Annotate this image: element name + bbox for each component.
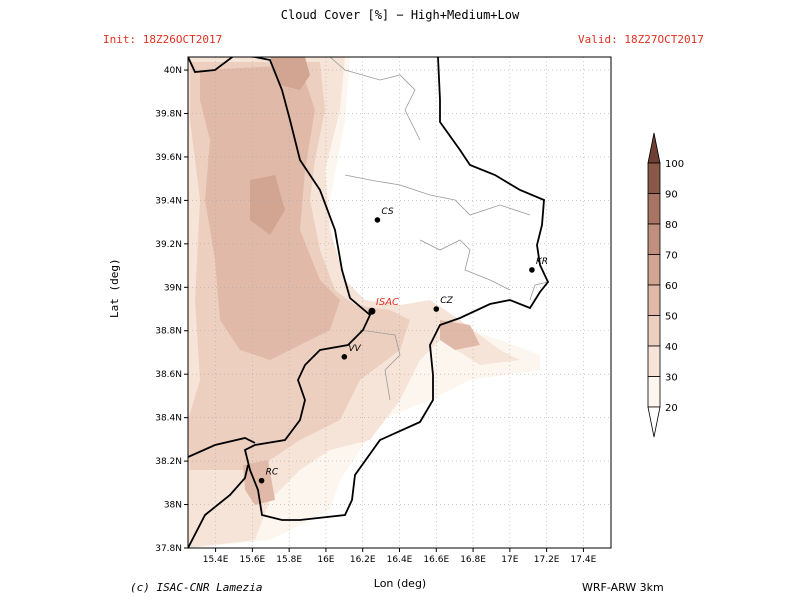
colorbar-label: 50 <box>665 312 678 323</box>
y-tick-label: 39.6N <box>155 153 182 163</box>
colorbar-label: 30 <box>665 373 678 384</box>
x-tick-label: 17.2E <box>534 555 560 565</box>
city-dot <box>368 307 376 315</box>
valid-time: Valid: 18Z27OCT2017 <box>578 33 704 46</box>
credit-text: (c) ISAC-CNR Lamezia <box>130 581 263 594</box>
colorbar-segment <box>647 315 661 347</box>
city-dot <box>529 267 535 273</box>
y-tick-label: 38N <box>164 501 182 511</box>
y-tick-label: 38.8N <box>155 327 182 337</box>
coastline <box>188 57 550 548</box>
y-tick-label: 39.2N <box>155 240 182 250</box>
y-tick-label: 39.8N <box>155 109 182 119</box>
x-tick-label: 16.8E <box>460 555 486 565</box>
x-tick-label: 16.4E <box>387 555 413 565</box>
region-boundaries <box>329 57 549 401</box>
colorbar-label: 20 <box>665 403 678 414</box>
colorbar-label: 40 <box>665 342 678 353</box>
init-time: Init: 18Z26OCT2017 <box>103 33 223 46</box>
city-dot <box>433 306 440 312</box>
colorbar-top-arrow <box>647 132 661 164</box>
x-tick-label: 16.2E <box>350 555 376 565</box>
city-label-kr: KR <box>536 257 548 267</box>
y-axis-label: Lat (deg) <box>108 258 121 318</box>
city-label-rc: RC <box>266 468 279 478</box>
x-tick-label: 17.4E <box>571 555 597 565</box>
city-label-cs: CS <box>381 207 393 217</box>
y-tick-label: 37.8N <box>155 544 182 554</box>
map-title: Cloud Cover [%] − High+Medium+Low <box>280 8 520 22</box>
x-axis-label: Lon (deg) <box>373 577 427 590</box>
x-tick-label: 17E <box>501 555 518 565</box>
city-label-isac: ISAC <box>376 297 399 308</box>
x-tick-label: 15.8E <box>276 555 302 565</box>
y-tick-label: 38.6N <box>155 370 182 380</box>
colorbar-segment <box>647 345 661 377</box>
x-tick-label: 16.6E <box>423 555 449 565</box>
colorbar-label: 70 <box>665 251 678 262</box>
colorbar-label: 60 <box>665 281 678 292</box>
city-label-cz: CZ <box>440 296 453 306</box>
colorbar-segment <box>647 162 661 194</box>
colorbar-segment <box>647 223 661 255</box>
y-tick-label: 39N <box>164 283 182 293</box>
axis-ticks: 15.4E 15.6E 15.8E 16E 16.2E 16.4E 16.6E 16.8E 17… <box>155 66 596 565</box>
colorbar-label: 80 <box>665 220 678 231</box>
colorbar-segment <box>647 254 661 286</box>
y-tick-label: 40N <box>164 66 182 76</box>
x-tick-label: 15.4E <box>203 555 229 565</box>
colorbar-segment <box>647 284 661 316</box>
x-tick-label: 16E <box>317 555 334 565</box>
cloud-cover-shading <box>188 57 540 548</box>
x-tick-label: 15.6E <box>240 555 266 565</box>
city-markers: CS ISAC CZ VV KR RC <box>258 207 548 484</box>
colorbar-bottom-arrow <box>647 406 661 438</box>
colorbar-label: 90 <box>665 190 678 201</box>
colorbar-segment <box>647 193 661 225</box>
colorbar: 100 90 80 70 60 50 40 30 20 <box>647 132 684 438</box>
city-dot <box>258 477 265 484</box>
colorbar-segment <box>647 376 661 408</box>
y-tick-label: 38.4N <box>155 414 182 424</box>
city-label-vv: VV <box>348 344 361 354</box>
city-dot <box>341 354 348 360</box>
colorbar-label: 100 <box>665 159 684 170</box>
y-tick-label: 38.2N <box>155 457 182 467</box>
y-tick-label: 39.4N <box>155 196 182 206</box>
model-text: WRF-ARW 3km <box>582 581 664 594</box>
city-dot <box>374 217 381 223</box>
